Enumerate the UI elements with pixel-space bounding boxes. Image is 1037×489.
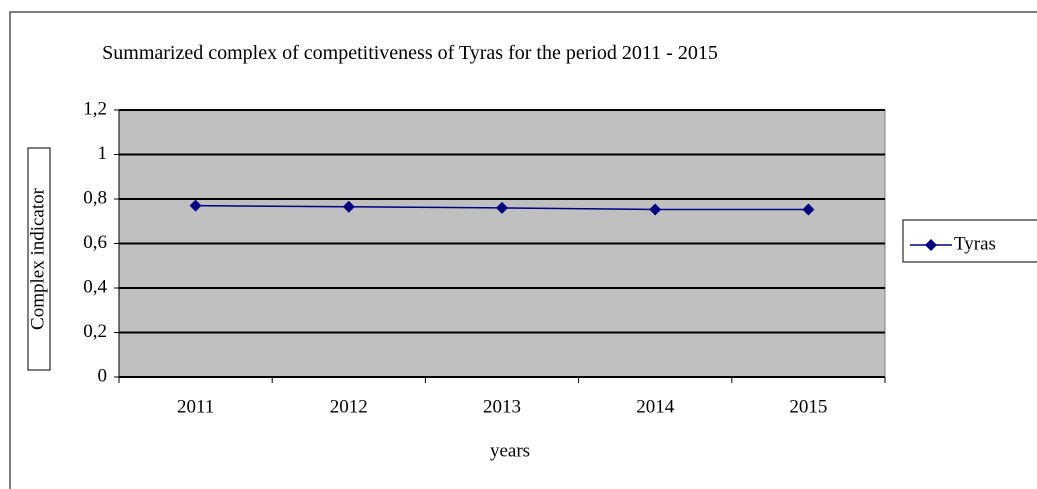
x-axis-label: years [490,440,530,461]
x-tick-label: 2014 [636,396,675,417]
y-axis-label: Complex indicator [27,187,48,330]
y-tick-label: 0,2 [83,321,107,342]
data-point [496,201,508,214]
data-point [802,203,815,216]
x-tick-label: 2012 [330,396,368,417]
y-axis-label-box [27,147,51,371]
legend-box [902,219,1037,263]
data-point [189,199,202,212]
y-tick-label: 0,6 [83,232,107,253]
chart-title: Summarized complex of competitiveness of… [102,42,718,64]
legend-marker [925,239,937,251]
y-tick-label: 1 [98,143,108,164]
y-tick-label: 0,8 [83,187,107,208]
x-tick-label: 2013 [483,396,521,417]
y-tick-label: 1,2 [83,98,107,119]
chart-border [9,11,1037,489]
data-point [649,203,662,216]
x-tick-label: 2015 [789,396,827,417]
y-tick-label: 0,4 [83,276,107,297]
data-point [342,200,355,213]
y-tick-label: 0 [98,365,108,386]
x-tick-label: 2011 [177,396,214,417]
legend-label: Tyras [954,233,996,254]
